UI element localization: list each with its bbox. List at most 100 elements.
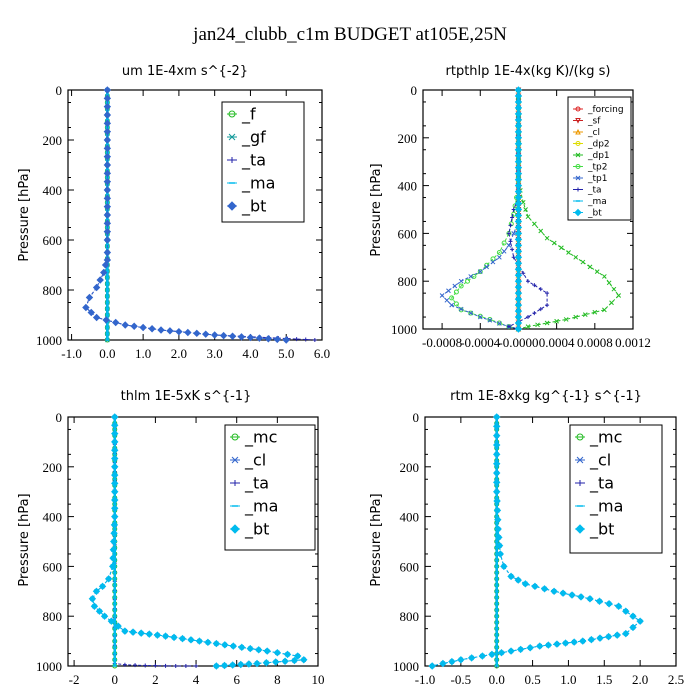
plot-frame: [424, 416, 677, 667]
data-point: [110, 537, 118, 546]
data-point: [516, 645, 525, 654]
data-point: [282, 336, 290, 344]
data-point: [103, 111, 112, 119]
data-point: [293, 652, 302, 660]
data-point: [111, 463, 119, 471]
data-point: [595, 597, 604, 605]
data-point: [103, 248, 112, 257]
data-point: [458, 283, 464, 289]
data-point: [103, 102, 112, 111]
data-point: [110, 521, 119, 529]
data-point: [272, 658, 280, 666]
data-point: [488, 650, 496, 659]
y-tick-label: 800: [398, 274, 418, 289]
data-point: [103, 94, 112, 103]
data-point: [444, 297, 450, 303]
data-point: [577, 593, 585, 601]
x-tick-label: 2.0: [171, 346, 187, 361]
series-tp1: [439, 87, 521, 332]
data-point: [532, 311, 537, 316]
data-point: [544, 235, 550, 241]
legend: _mc _cl _ta _ma _bt: [569, 424, 663, 554]
data-point: [130, 322, 138, 330]
data-point: [526, 279, 530, 284]
data-point: [602, 274, 607, 279]
data-point: [511, 211, 517, 217]
data-point: [92, 283, 101, 292]
legend: _mc _cl _ta _ma _bt: [224, 424, 316, 551]
plot-frame: [422, 89, 634, 330]
data-point: [253, 659, 261, 668]
legend-box: [567, 96, 632, 221]
data-point: [166, 327, 174, 335]
series-bt: [82, 86, 290, 344]
data-point: [453, 301, 459, 307]
series-bt: [514, 86, 523, 333]
data-point: [449, 302, 454, 308]
chart-panel-3: thlm 1E-5xK s^{-1} Pressure [hPa] 0 200 400 6…: [17, 389, 325, 687]
data-point: [580, 259, 586, 265]
data-point: [109, 546, 118, 554]
data-point: [195, 637, 204, 645]
x-tick-label: 0.5: [524, 672, 540, 687]
data-point: [497, 649, 506, 657]
data-point: [194, 664, 199, 668]
data-point: [202, 330, 210, 338]
legend-label: _tp1: [587, 174, 607, 184]
data-point: [609, 300, 614, 306]
y-tick-label: 400: [43, 183, 63, 198]
data-point: [510, 247, 515, 252]
data-point: [92, 587, 101, 596]
panel-title: thlm 1E-5xK s^{-1}: [121, 389, 252, 404]
data-point: [611, 286, 617, 292]
x-tick-label: -2: [69, 672, 80, 687]
data-point: [212, 662, 221, 670]
y-tick-label: 800: [43, 609, 63, 624]
data-point: [193, 329, 201, 338]
data-point: [103, 161, 112, 169]
data-point: [563, 317, 569, 322]
data-point: [468, 310, 474, 316]
data-point: [184, 328, 192, 337]
data-point: [526, 315, 530, 320]
data-point: [629, 612, 637, 620]
data-point: [103, 152, 112, 161]
data-point: [95, 607, 104, 615]
x-tick-label: 2.5: [668, 672, 684, 687]
data-point: [88, 595, 97, 603]
data-point: [111, 487, 119, 496]
legend-label: _ta: [587, 186, 602, 196]
legend-label: _ta: [244, 474, 269, 494]
data-point: [538, 307, 543, 312]
data-point: [568, 591, 576, 599]
data-point: [477, 313, 483, 319]
data-point: [204, 638, 212, 647]
y-tick-label: 400: [400, 510, 420, 525]
data-point: [592, 309, 598, 315]
data-point: [508, 223, 513, 228]
data-point: [493, 469, 501, 477]
data-point: [525, 214, 531, 220]
data-point: [532, 283, 537, 288]
data-point: [465, 278, 471, 284]
legend-label: _sf: [587, 117, 601, 127]
legend-label: _bt: [241, 197, 266, 217]
plot-frame: [67, 89, 323, 341]
data-point: [111, 471, 119, 479]
data-point: [544, 320, 550, 326]
data-point: [107, 617, 116, 625]
data-point: [139, 323, 147, 332]
data-point: [82, 303, 90, 312]
data-point: [98, 582, 107, 591]
data-point: [255, 646, 263, 654]
y-tick-label: 0: [411, 83, 418, 98]
data-point: [100, 612, 109, 620]
data-point: [494, 516, 502, 524]
legend-label: _ta: [589, 474, 614, 494]
y-tick-label: 600: [43, 559, 63, 574]
data-point: [536, 642, 544, 650]
data-point: [237, 660, 245, 669]
data-point: [133, 663, 138, 668]
data-point: [187, 636, 195, 644]
